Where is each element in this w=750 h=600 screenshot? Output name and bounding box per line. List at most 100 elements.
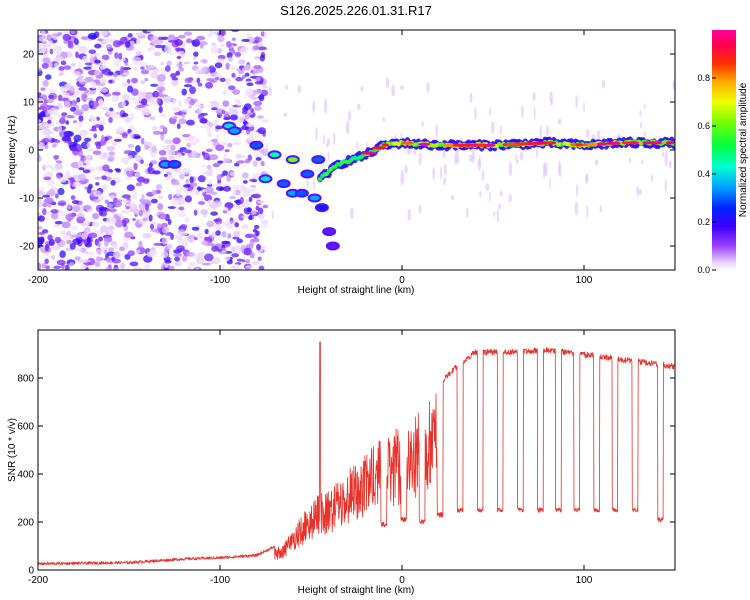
spectrogram-cell (84, 251, 89, 255)
spectrogram-cell (258, 207, 264, 215)
spectrogram-cell (204, 186, 214, 194)
spectrogram-cell (248, 214, 253, 221)
spectrogram-cell (640, 122, 643, 129)
spectrogram-cell (70, 30, 76, 35)
spectrogram-cell (174, 111, 182, 116)
spectrogram-cell (75, 51, 79, 59)
spectrogram-cell (67, 40, 74, 48)
spectrogram-cell (234, 231, 240, 238)
spectrogram-cell (121, 67, 132, 71)
spectrogram-cell (84, 97, 94, 101)
spectrogram-cell (156, 223, 163, 228)
spectrogram-cell (92, 150, 102, 156)
spectrogram-cell (105, 43, 113, 50)
spectrogram-cell (95, 182, 100, 186)
spectrogram-cell (142, 264, 149, 270)
spectrogram-cell (158, 106, 163, 114)
spectrogram-cell (127, 250, 135, 257)
spectrogram-cell (113, 214, 119, 219)
spectrogram-cell (326, 137, 331, 147)
spectrogram-cell (71, 71, 81, 76)
spectrogram-cell (141, 193, 145, 202)
spectrogram-cell (63, 39, 68, 45)
spectrogram-cell (118, 52, 123, 60)
spectrogram-cell (220, 231, 229, 238)
spectrogram-cell (212, 256, 221, 265)
spectrogram-cell (381, 143, 389, 147)
spectrogram-cell (236, 238, 243, 244)
spectrogram-cell (98, 236, 103, 242)
spectrogram-cell (147, 64, 155, 69)
spectrogram-cell (121, 81, 130, 87)
spectrogram-cell (246, 36, 255, 44)
spectrogram-cell (222, 158, 231, 164)
spectrogram-cell (235, 205, 242, 210)
spectrogram-cell (234, 51, 241, 58)
spectrogram-cell (241, 38, 250, 42)
spectrogram-cell (94, 176, 101, 180)
spectrogram-cell (385, 77, 390, 89)
spectrogram-cell (245, 258, 251, 264)
spectrogram-cell (253, 64, 262, 70)
spectrogram-cell (77, 62, 82, 70)
spectrogram-cell (650, 174, 654, 182)
spectrogram-cell (89, 117, 98, 123)
spectrogram-cell (214, 62, 223, 69)
spectrogram-cell (155, 184, 162, 190)
spectrogram-cell (177, 170, 183, 175)
spectrogram-cell (148, 214, 153, 222)
colorbar-tick-label: 0.2 (697, 217, 710, 227)
spectrogram-cell (178, 173, 185, 180)
spectrogram-cell (244, 88, 254, 96)
spectrogram-cell (235, 76, 244, 82)
spectrogram-cell (107, 225, 115, 231)
spectrogram-cell (348, 110, 352, 122)
spectrogram-cell (285, 155, 300, 165)
spectrogram-cell (68, 262, 75, 267)
spectrogram-cell (56, 174, 62, 179)
spectrogram-cell (169, 265, 175, 270)
spectrogram-cell (93, 190, 102, 197)
x-tick-label: 0 (399, 275, 405, 286)
spectrogram-cell (382, 117, 386, 123)
spectrogram-cell (181, 109, 189, 113)
spectrogram-cell (136, 104, 146, 109)
spectrogram-cell (108, 79, 113, 84)
spectrogram-cell (181, 167, 191, 175)
spectrogram-cell (178, 34, 186, 39)
colorbar-tick-label: 0.8 (697, 73, 710, 83)
spectrogram-cell (250, 184, 257, 188)
spectrogram-cell (54, 193, 59, 199)
spectrogram-cell (184, 77, 192, 84)
spectrogram-cell (251, 261, 261, 265)
spectrogram-cell (356, 103, 361, 110)
spectrogram-cell (124, 231, 134, 238)
spectrogram-x-ticks: -200 -100 0 100 (28, 30, 593, 286)
spectrogram-cell (48, 239, 55, 246)
spectrogram-cell (147, 166, 152, 172)
snr-y-ticks: 0 200 400 600 800 (17, 374, 675, 577)
spectrogram-cell (183, 149, 192, 154)
spectrogram-cell (163, 173, 168, 177)
spectrogram-cell (672, 79, 675, 90)
spectrogram-cell (164, 244, 173, 250)
spectrogram-cell (258, 265, 265, 270)
spectrogram-cell (164, 139, 173, 144)
spectrogram-cell (231, 72, 236, 78)
spectrogram-cell (191, 226, 200, 231)
spectrogram-cell (114, 219, 125, 228)
spectrogram-cell (129, 261, 139, 267)
spectrogram-cell (100, 210, 108, 217)
spectrogram-cell (62, 33, 72, 42)
spectrogram-cell (371, 146, 386, 150)
spectrogram-cell (91, 222, 96, 226)
spectrogram-cell (163, 267, 169, 270)
spectrogram-cell (120, 262, 126, 270)
spectrogram-cell (195, 36, 206, 41)
spectrogram-cell (104, 199, 109, 204)
spectrogram-cell (151, 145, 157, 153)
spectrogram-cell (40, 87, 46, 91)
spectrogram-cell (46, 98, 54, 104)
spectrogram-cell (175, 70, 181, 76)
